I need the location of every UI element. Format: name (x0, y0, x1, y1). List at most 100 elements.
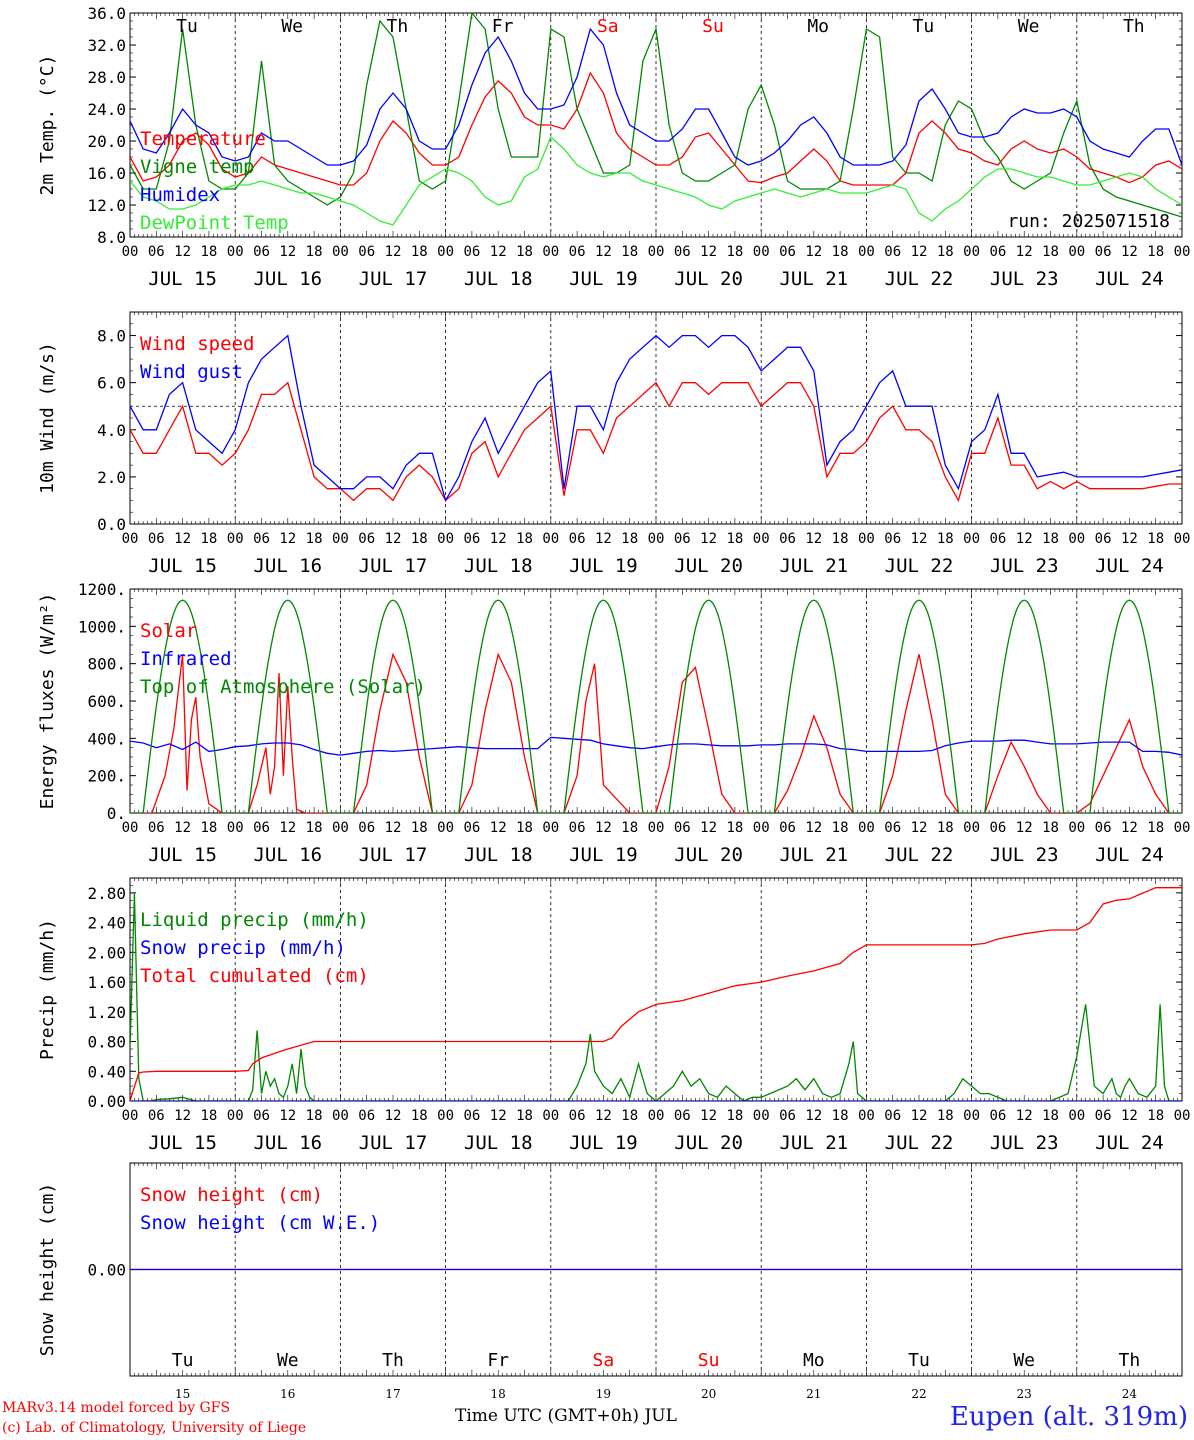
hour-tick-label: 00 (437, 820, 454, 836)
hour-tick-label: 12 (385, 531, 402, 547)
hour-tick-label: 06 (463, 820, 480, 836)
hour-tick-label: 00 (332, 820, 349, 836)
hour-tick-label: 18 (726, 820, 743, 836)
hour-tick-label: 06 (884, 244, 901, 260)
hour-tick-label: 12 (805, 820, 822, 836)
panel-1: 8.0 12.0 16.0 20.0 24.0 28.0 32.0 36.0 2m Temp. … (37, 4, 1190, 290)
y-tick-label: 32.0 (87, 36, 126, 55)
hour-tick-label: 12 (1121, 1108, 1138, 1124)
legend-entry: Solar (140, 620, 197, 642)
day-name-label: Th (1119, 1350, 1141, 1371)
hour-tick-label: 00 (227, 244, 244, 260)
day-number-label: 20 (701, 1387, 716, 1401)
hour-tick-label: 00 (963, 820, 980, 836)
hour-tick-label: 12 (279, 244, 296, 260)
hour-tick-label: 18 (832, 1108, 849, 1124)
hour-tick-label: 00 (1174, 244, 1191, 260)
hour-tick-label: 12 (911, 531, 928, 547)
hour-tick-label: 18 (411, 820, 428, 836)
hour-tick-label: 18 (621, 244, 638, 260)
series-line-temperature (130, 71, 1182, 186)
hour-tick-label: 06 (989, 531, 1006, 547)
hour-tick-label: 18 (832, 531, 849, 547)
panel-5: 0.00 Snow height (cm) Snow height (cm) Snow… (37, 1162, 1183, 1401)
hour-tick-label: 12 (490, 531, 507, 547)
date-label: JUL 20 (674, 555, 743, 577)
hour-tick-label: 12 (805, 244, 822, 260)
date-label: JUL 23 (990, 1132, 1059, 1154)
y-tick-label: 12.0 (87, 196, 126, 215)
legend-entry: Snow height (cm) (140, 1184, 323, 1206)
day-number-label: 17 (385, 1387, 400, 1401)
legend-entry: Top of Atmosphere (Solar) (140, 676, 426, 698)
hour-tick-label: 00 (1068, 820, 1085, 836)
day-name-label: Tu (176, 16, 198, 37)
y-tick-label: 1.20 (87, 1003, 126, 1022)
hour-tick-label: 00 (858, 1108, 875, 1124)
date-label: JUL 19 (569, 844, 638, 866)
hour-tick-label: 00 (437, 1108, 454, 1124)
y-tick-label: 1000. (78, 617, 126, 636)
hour-tick-label: 00 (1174, 1108, 1191, 1124)
day-name-label: We (1018, 16, 1040, 37)
hour-tick-label: 12 (490, 820, 507, 836)
date-label: JUL 19 (569, 555, 638, 577)
date-label: JUL 16 (253, 844, 322, 866)
hour-tick-label: 06 (779, 244, 796, 260)
legend-entry: Snow height (cm W.E.) (140, 1212, 380, 1234)
y-tick-label: 20.0 (87, 132, 126, 151)
hour-tick-label: 00 (858, 244, 875, 260)
hour-tick-label: 06 (779, 531, 796, 547)
hour-tick-label: 00 (648, 244, 665, 260)
hour-tick-label: 18 (621, 1108, 638, 1124)
plot-frame (129, 12, 1183, 238)
time-axis-label: Time UTC (GMT+0h) JUL (455, 1406, 677, 1426)
hour-tick-label: 12 (1016, 531, 1033, 547)
hour-tick-label: 18 (1042, 1108, 1059, 1124)
hour-tick-label: 00 (1068, 531, 1085, 547)
hour-tick-label: 18 (200, 1108, 217, 1124)
panel-4: 0.00 0.40 0.80 1.20 1.60 2.00 2.40 2.80 Precip (… (37, 877, 1191, 1154)
hour-tick-label: 00 (542, 531, 559, 547)
series-line-wind-gust (130, 334, 1182, 503)
hour-tick-label: 00 (963, 244, 980, 260)
hour-tick-label: 00 (437, 244, 454, 260)
date-label: JUL 15 (148, 844, 217, 866)
hour-tick-label: 12 (279, 820, 296, 836)
hour-tick-label: 00 (227, 820, 244, 836)
hour-tick-label: 00 (227, 1108, 244, 1124)
hour-tick-label: 18 (1042, 244, 1059, 260)
date-label: JUL 16 (253, 268, 322, 290)
date-label: JUL 22 (885, 844, 954, 866)
day-name-label: Su (702, 16, 724, 37)
date-label: JUL 15 (148, 268, 217, 290)
y-tick-label: 4.0 (97, 421, 126, 440)
hour-tick-label: 00 (332, 1108, 349, 1124)
hour-tick-label: 06 (463, 244, 480, 260)
hour-tick-label: 18 (306, 820, 323, 836)
hour-tick-label: 12 (595, 820, 612, 836)
hour-tick-label: 06 (569, 531, 586, 547)
hour-tick-label: 18 (832, 244, 849, 260)
hour-tick-label: 12 (595, 1108, 612, 1124)
hour-tick-label: 06 (463, 531, 480, 547)
hour-tick-label: 06 (989, 244, 1006, 260)
hour-tick-label: 06 (148, 531, 165, 547)
hour-tick-label: 12 (1016, 1108, 1033, 1124)
hour-tick-label: 00 (122, 244, 139, 260)
hour-tick-label: 06 (779, 820, 796, 836)
hour-tick-label: 12 (279, 1108, 296, 1124)
hour-tick-label: 18 (306, 244, 323, 260)
hour-tick-label: 00 (753, 1108, 770, 1124)
hour-tick-label: 00 (648, 1108, 665, 1124)
hour-tick-label: 12 (1121, 820, 1138, 836)
hour-tick-label: 18 (516, 820, 533, 836)
hour-tick-label: 06 (358, 820, 375, 836)
hour-tick-label: 06 (1095, 244, 1112, 260)
date-label: JUL 17 (359, 844, 428, 866)
hour-tick-label: 00 (122, 531, 139, 547)
hour-tick-label: 00 (753, 531, 770, 547)
hour-tick-label: 06 (884, 820, 901, 836)
day-name-label: We (281, 16, 303, 37)
hour-tick-label: 18 (516, 1108, 533, 1124)
